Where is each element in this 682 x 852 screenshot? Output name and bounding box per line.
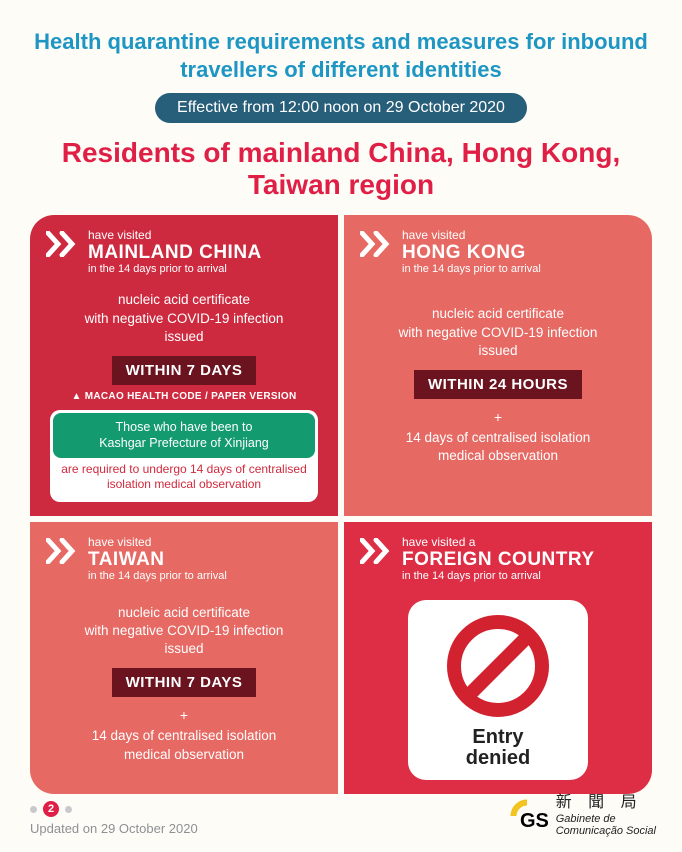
pager-dot — [65, 806, 72, 813]
subtitle: Residents of mainland China, Hong Kong, … — [30, 137, 652, 201]
page: Health quarantine requirements and measu… — [0, 0, 682, 767]
isolation-text: 14 days of centralised isolation medical… — [360, 429, 636, 465]
visited-label: have visited — [88, 536, 322, 548]
within-pill: WITHIN 7 DAYS — [112, 668, 257, 697]
footer: 2 Updated on 29 October 2020 — [30, 801, 198, 836]
brand-pt1: Gabinete de — [556, 813, 656, 826]
region-name: MAINLAND CHINA — [88, 243, 322, 263]
brand-cn: 新 聞 局 — [556, 794, 656, 812]
region-name: TAIWAN — [88, 550, 322, 570]
main-title: Health quarantine requirements and measu… — [30, 28, 652, 83]
card-header: have visited TAIWAN in the 14 days prior… — [46, 536, 322, 582]
card-hongkong: have visited HONG KONG in the 14 days pr… — [344, 215, 652, 515]
isolation-text: 14 days of centralised isolation medical… — [46, 727, 322, 763]
brand-logo-icon: GS — [506, 795, 548, 837]
kashgar-note: Those who have been to Kashgar Prefectur… — [50, 410, 318, 502]
card-header: have visited a FOREIGN COUNTRY in the 14… — [360, 536, 636, 582]
certificate-text: nucleic acid certificate with negative C… — [46, 604, 322, 659]
pager-dot — [30, 806, 37, 813]
prior-label: in the 14 days prior to arrival — [88, 570, 322, 582]
visited-label: have visited a — [402, 536, 636, 548]
pager: 2 — [30, 801, 198, 817]
prior-label: in the 14 days prior to arrival — [402, 263, 636, 275]
brand: GS 新 聞 局 Gabinete de Comunicação Social — [506, 794, 656, 838]
visited-label: have visited — [402, 229, 636, 241]
chevron-icon — [360, 538, 394, 564]
svg-text:GS: GS — [520, 810, 548, 832]
cards-grid: have visited MAINLAND CHINA in the 14 da… — [30, 215, 652, 767]
region-name: HONG KONG — [402, 243, 636, 263]
card-header: have visited HONG KONG in the 14 days pr… — [360, 229, 636, 275]
plus-sign: + — [46, 707, 322, 723]
chevron-icon — [46, 538, 80, 564]
certificate-text: nucleic acid certificate with negative C… — [46, 291, 322, 346]
card-foreign: have visited a FOREIGN COUNTRY in the 14… — [344, 522, 652, 794]
within-pill: WITHIN 24 HOURS — [414, 370, 582, 399]
brand-text: 新 聞 局 Gabinete de Comunicação Social — [556, 794, 656, 838]
card-taiwan: have visited TAIWAN in the 14 days prior… — [30, 522, 338, 794]
macao-note: ▲ MACAO HEALTH CODE / PAPER VERSION — [46, 391, 322, 402]
within-pill: WITHIN 7 DAYS — [112, 356, 257, 385]
entry-denied-box: Entry denied — [408, 600, 588, 780]
kashgar-note-body: are required to undergo 14 days of centr… — [53, 458, 315, 499]
forbidden-icon — [443, 611, 553, 721]
card-mainland: have visited MAINLAND CHINA in the 14 da… — [30, 215, 338, 515]
prior-label: in the 14 days prior to arrival — [88, 263, 322, 275]
chevron-icon — [360, 231, 394, 257]
card-header: have visited MAINLAND CHINA in the 14 da… — [46, 229, 322, 275]
brand-pt2: Comunicação Social — [556, 825, 656, 838]
kashgar-note-highlight: Those who have been to Kashgar Prefectur… — [53, 413, 315, 458]
certificate-text: nucleic acid certificate with negative C… — [360, 305, 636, 360]
plus-sign: + — [360, 409, 636, 425]
chevron-icon — [46, 231, 80, 257]
effective-pill: Effective from 12:00 noon on 29 October … — [155, 93, 527, 123]
updated-text: Updated on 29 October 2020 — [30, 821, 198, 836]
pager-current: 2 — [43, 801, 59, 817]
prior-label: in the 14 days prior to arrival — [402, 570, 636, 582]
region-name: FOREIGN COUNTRY — [402, 550, 636, 570]
visited-label: have visited — [88, 229, 322, 241]
entry-denied-text: Entry denied — [466, 727, 530, 769]
